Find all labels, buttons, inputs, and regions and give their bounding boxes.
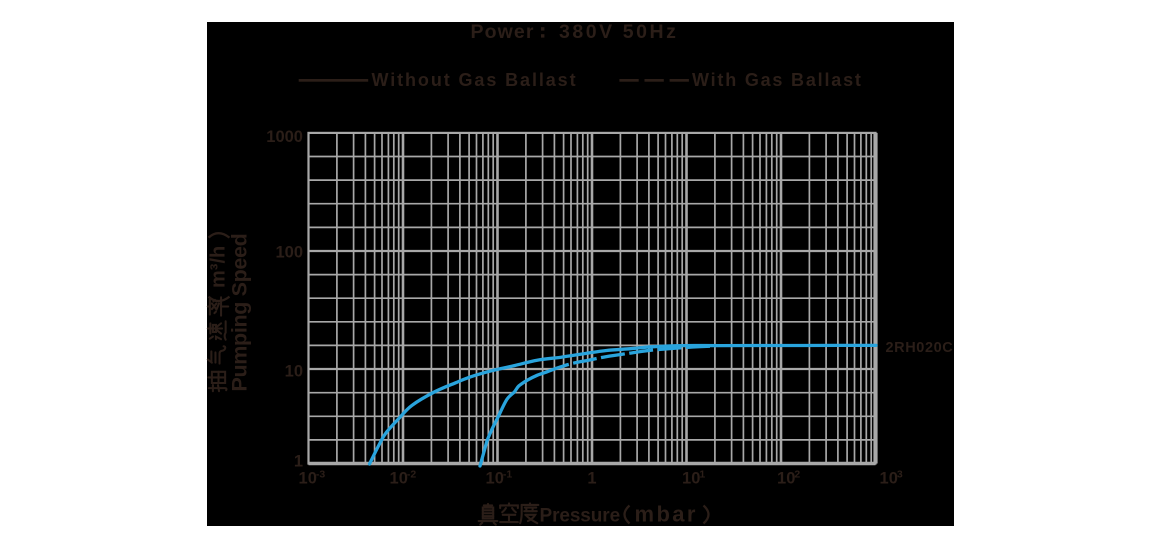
- svg-text:Pumping Speed: Pumping Speed: [228, 234, 252, 392]
- svg-text:10: 10: [390, 470, 408, 488]
- svg-text:2: 2: [794, 469, 800, 481]
- svg-text:10: 10: [299, 470, 317, 488]
- svg-text:100: 100: [275, 243, 303, 261]
- svg-text:10: 10: [486, 470, 504, 488]
- svg-text:10: 10: [880, 470, 898, 488]
- svg-text:10: 10: [285, 362, 303, 380]
- svg-text:mbar: mbar: [635, 502, 698, 527]
- svg-text:-1: -1: [503, 469, 512, 481]
- svg-text:Without Gas Ballast: Without Gas Ballast: [372, 70, 578, 90]
- svg-text:380V 50Hz: 380V 50Hz: [559, 21, 678, 43]
- svg-text:1: 1: [294, 452, 303, 470]
- svg-text:1: 1: [587, 470, 596, 488]
- svg-text:3: 3: [897, 469, 903, 481]
- svg-text:-2: -2: [407, 469, 416, 481]
- svg-text:-3: -3: [316, 469, 325, 481]
- svg-text:1: 1: [699, 469, 705, 481]
- svg-text:10: 10: [682, 470, 700, 488]
- svg-text:Pressure: Pressure: [540, 506, 621, 527]
- svg-text:1000: 1000: [266, 128, 303, 146]
- svg-text:m³/h: m³/h: [208, 246, 230, 288]
- svg-text:With Gas Ballast: With Gas Ballast: [692, 70, 863, 90]
- svg-text:2RH020C: 2RH020C: [886, 340, 954, 356]
- svg-text:10: 10: [777, 470, 795, 488]
- svg-text:Power: Power: [471, 21, 535, 43]
